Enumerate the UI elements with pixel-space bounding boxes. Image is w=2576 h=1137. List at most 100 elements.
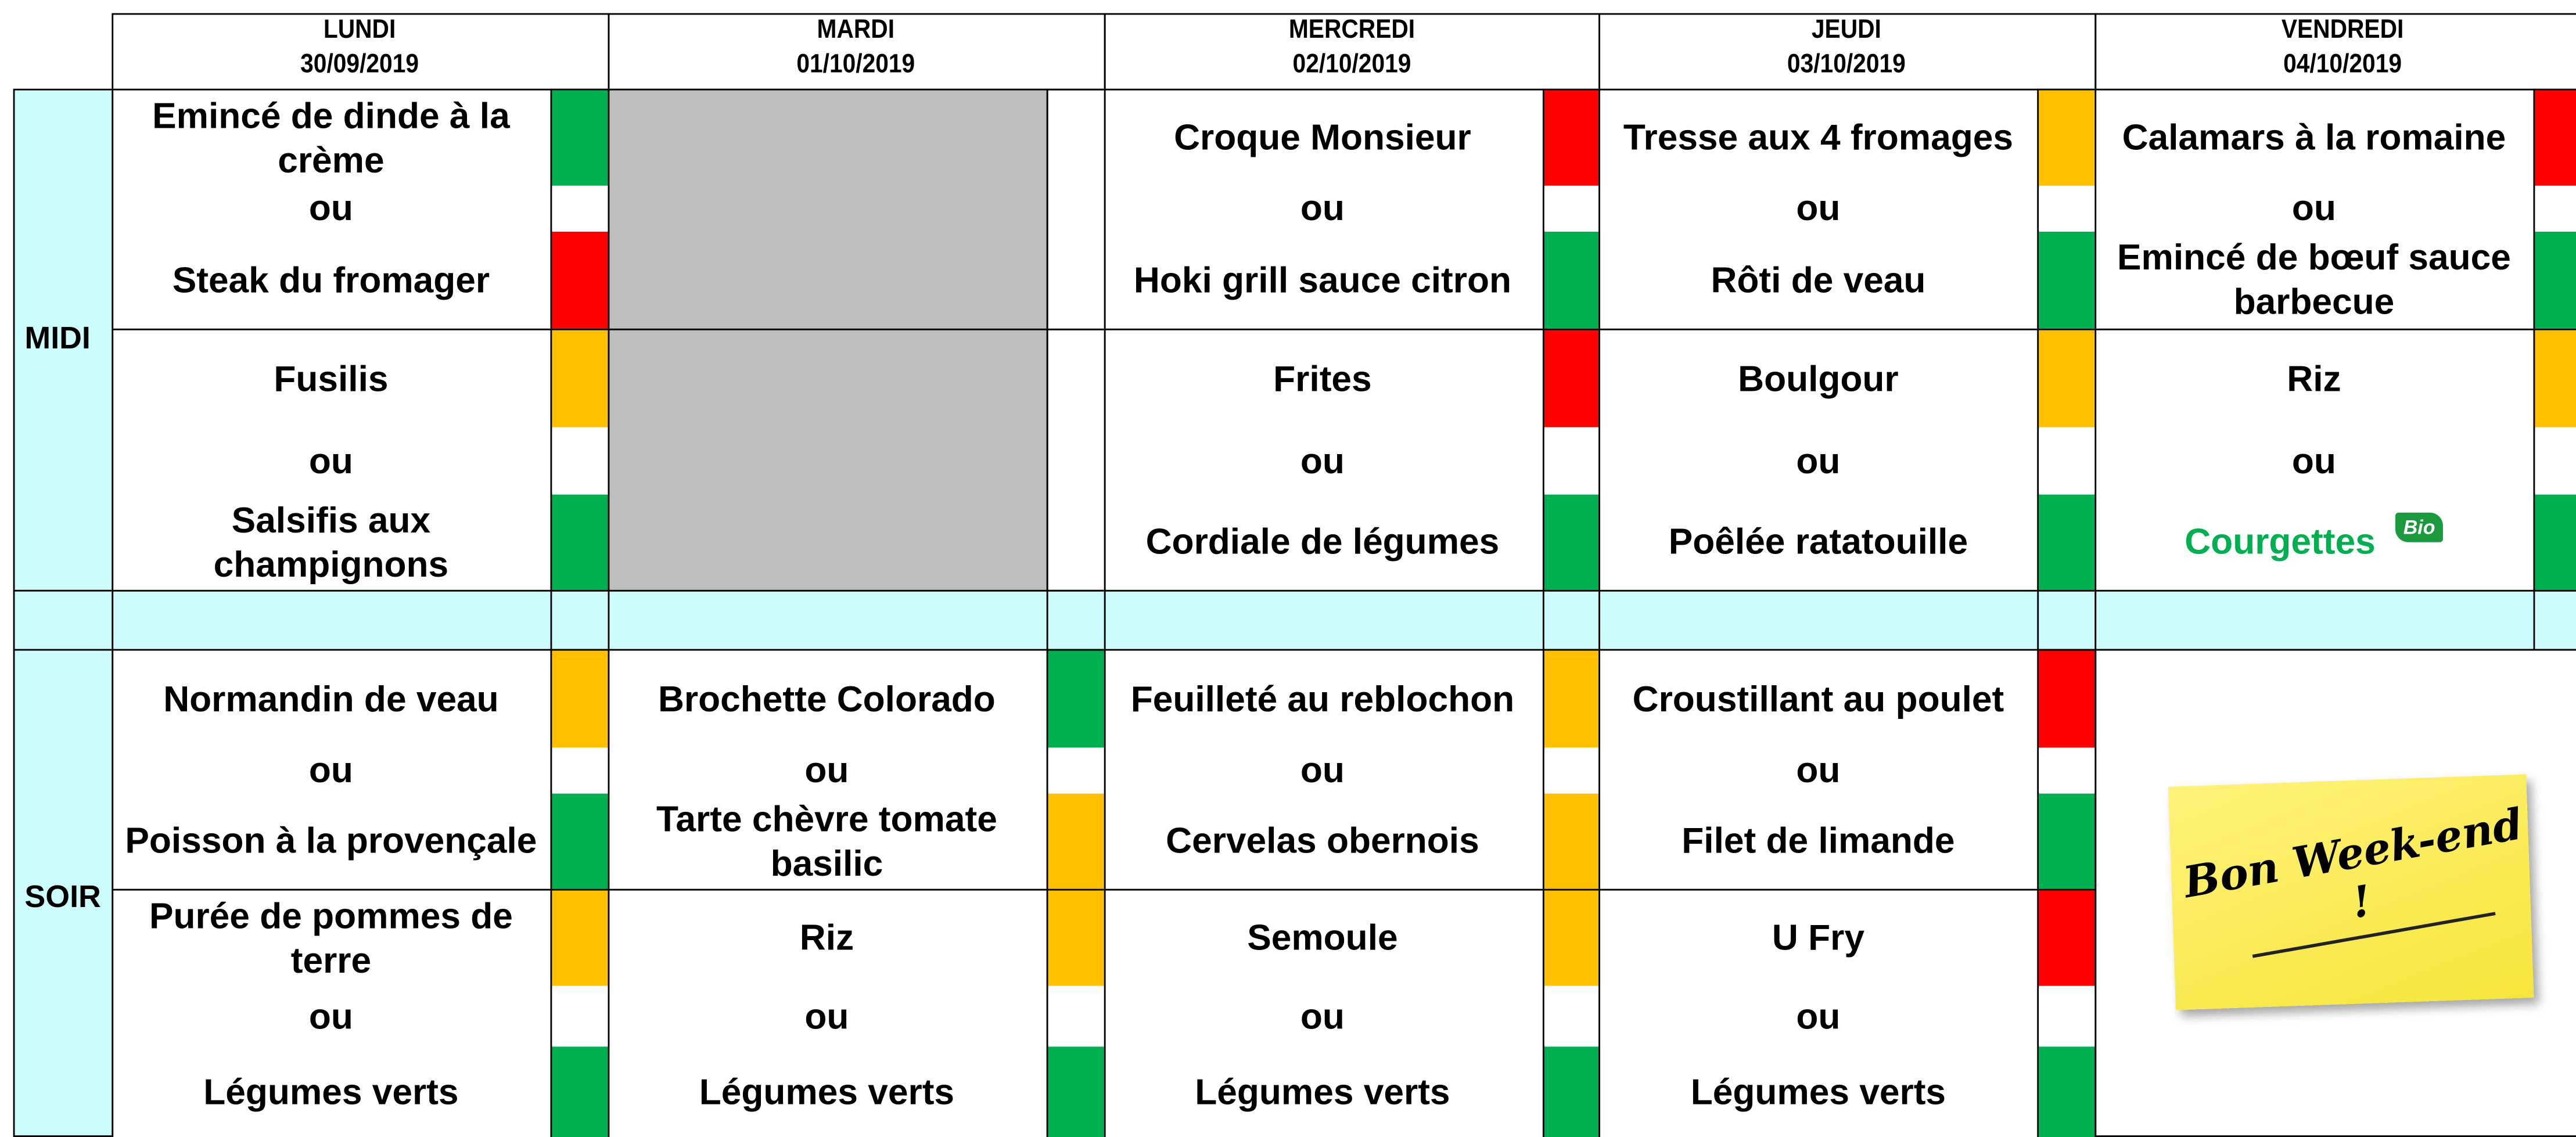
dish-name: Emincé de bœuf sauce barbecue: [2117, 236, 2511, 322]
color-strip: [1543, 231, 1599, 329]
dish-name: Steak du fromager: [172, 258, 490, 300]
dish-text: Tarte chèvre tomate basilic: [610, 792, 1043, 889]
color-strip: [552, 330, 608, 427]
dish-text: ou: [1602, 427, 2034, 493]
dish-cell: [607, 649, 1048, 891]
color-strip: [552, 494, 608, 590]
dish-text: ou: [115, 186, 547, 230]
color-strip: [552, 429, 608, 493]
period-cell: [13, 88, 114, 592]
dish-name: Poisson à la provençale: [125, 819, 537, 861]
color-strip: [2535, 231, 2576, 329]
color-strip: [1543, 494, 1599, 590]
dish-cell: [1598, 328, 2039, 592]
gap-cell: [550, 589, 609, 651]
color-strip: [2039, 1046, 2095, 1137]
dish-text: Brochette Colorado: [610, 649, 1043, 748]
color-strip: [1543, 650, 1599, 748]
dish-text: ou: [115, 427, 547, 493]
dish-name: Poêlée ratatouille: [1668, 520, 1968, 562]
dish-text: U Fry: [1602, 889, 2034, 986]
dish-name: Croustillant au poulet: [1632, 678, 2004, 719]
dish-name: Filet de limande: [1682, 819, 1955, 861]
dish-name: Normandin de veau: [163, 678, 499, 719]
or-text: ou: [1796, 439, 1841, 481]
or-text: ou: [1796, 749, 1841, 790]
strip-cell: [2533, 328, 2576, 592]
dish-name: Hoki grill sauce citron: [1133, 258, 1511, 300]
dish-cell: [1103, 88, 1544, 330]
color-strip: [1543, 890, 1599, 986]
color-strip: [1543, 429, 1599, 493]
dish-name: Légumes verts: [1690, 1070, 1946, 1112]
dish-text: Riz: [610, 889, 1043, 986]
dish-cell: [1103, 888, 1544, 1137]
period-label: MIDI: [24, 322, 91, 357]
dish-text: Fusilis: [115, 329, 547, 427]
dish-name: Légumes verts: [699, 1070, 955, 1112]
gap-cell: [1046, 589, 1105, 651]
day-date: 04/10/2019: [2283, 51, 2402, 79]
dish-text: Frites: [1106, 329, 1539, 427]
dish-cell: [607, 888, 1048, 1137]
gap-cell: [2533, 589, 2576, 651]
gap-cell: [607, 589, 1048, 651]
dish-text: Cordiale de légumes: [1106, 493, 1539, 590]
gap-cell: [2094, 589, 2535, 651]
dish-text: ou: [115, 747, 547, 791]
dish-name: Tarte chèvre tomate basilic: [656, 797, 997, 883]
dish-text: ou: [610, 747, 1043, 791]
dish-cell: [607, 328, 1048, 592]
color-strip: [2039, 749, 2095, 792]
day-date: 03/10/2019: [1787, 51, 1906, 79]
dish-text: Semoule: [1106, 889, 1539, 986]
color-strip: [2535, 494, 2576, 590]
dish-name: Cervelas obernois: [1166, 819, 1479, 861]
dish-cell: [1103, 328, 1544, 592]
dish-name: Frites: [1273, 357, 1372, 399]
color-strip: [1543, 90, 1599, 186]
dish-text: Purée de pommes de terre: [115, 889, 547, 986]
dish-name: Semoule: [1247, 916, 1398, 958]
day-date: 01/10/2019: [796, 51, 915, 79]
dish-cell: [112, 328, 552, 592]
dish-name: Calamars à la romaine: [2122, 116, 2506, 158]
dish-cell: [607, 88, 1048, 330]
color-strip: [1047, 1046, 1104, 1137]
color-strip: [552, 231, 608, 329]
day-name: VENDREDI: [2281, 16, 2404, 45]
strip-cell: [1046, 328, 1105, 592]
day-name: MARDI: [816, 16, 894, 45]
dish-text: ou: [1106, 986, 1539, 1045]
dish-text: Emincé de bœuf sauce barbecue: [2098, 230, 2530, 329]
color-strip: [2535, 330, 2576, 427]
dish-name: Riz: [2287, 357, 2341, 399]
dish-name: Croque Monsieur: [1174, 116, 1471, 158]
dish-name: Courgettes: [2185, 520, 2376, 562]
dish-name: Boulgour: [1738, 357, 1899, 399]
dish-text: Feuilleté au reblochon: [1106, 649, 1539, 748]
or-text: ou: [1300, 995, 1345, 1036]
color-strip: [1047, 890, 1104, 986]
dish-name: Purée de pommes de terre: [149, 894, 513, 980]
color-strip: [552, 650, 608, 748]
color-strip: [1543, 987, 1599, 1045]
dish-text: Cervelas obernois: [1106, 792, 1539, 889]
dish-text: Normandin de veau: [115, 649, 547, 748]
color-strip: [552, 749, 608, 792]
dish-name: Légumes verts: [203, 1070, 459, 1112]
dish-text: Calamars à la romaine: [2098, 89, 2530, 186]
color-strip: [2039, 330, 2095, 427]
dish-name: Légumes verts: [1195, 1070, 1450, 1112]
dish-name: Salsifis aux champignons: [213, 498, 449, 584]
dish-name: Brochette Colorado: [658, 678, 996, 719]
dish-text: Poisson à la provençale: [115, 792, 547, 889]
dish-name: Cordiale de légumes: [1145, 520, 1500, 562]
color-strip: [2039, 90, 2095, 186]
color-strip: [2039, 187, 2095, 231]
color-strip: [2039, 494, 2095, 590]
color-strip: [2039, 429, 2095, 493]
bio-badge: Bio: [2395, 512, 2444, 542]
color-strip: [1543, 330, 1599, 427]
or-text: ou: [1300, 749, 1345, 790]
